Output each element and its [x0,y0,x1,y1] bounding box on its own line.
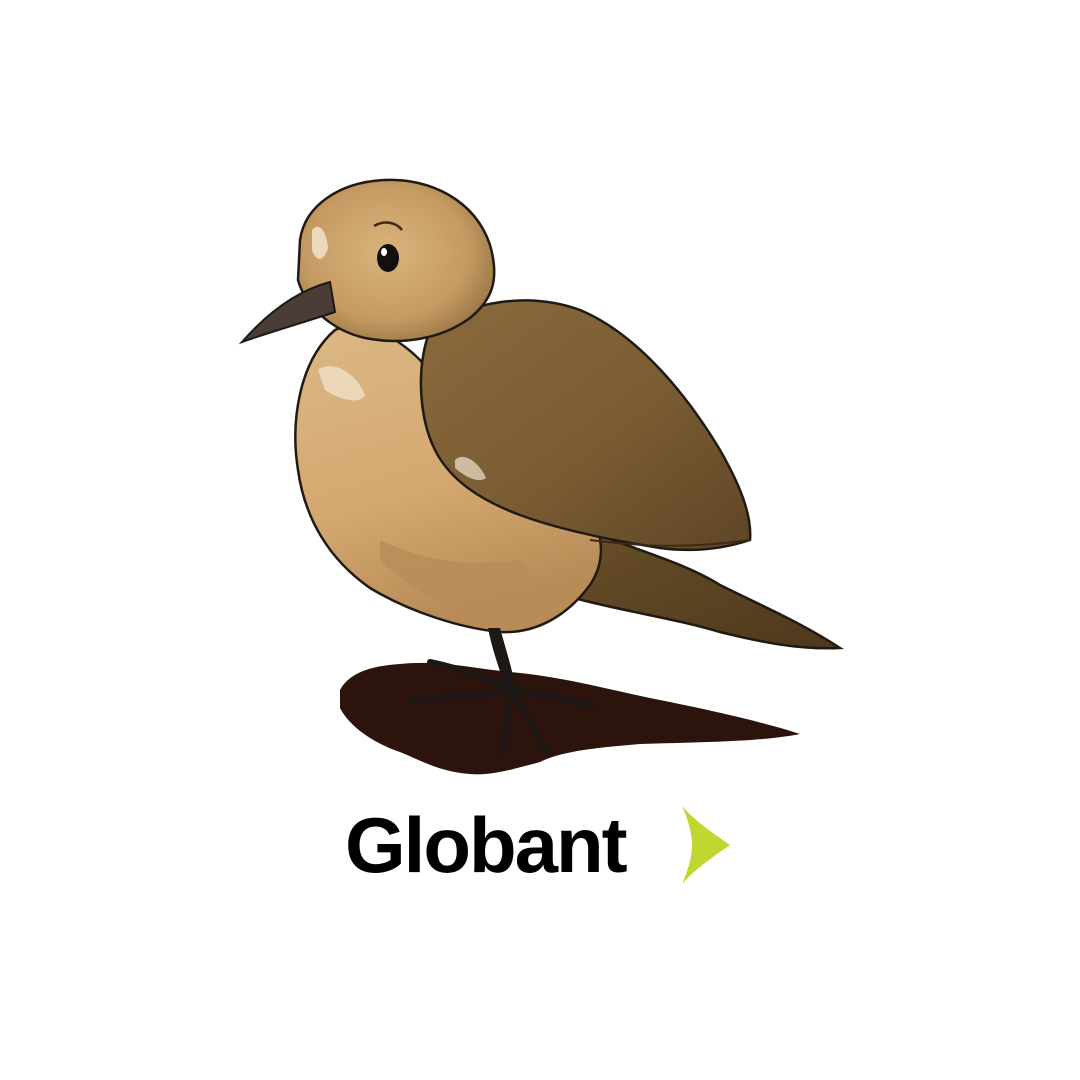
chevron-right-icon [682,806,730,884]
breast-highlight [318,366,365,401]
bird-tail [542,518,844,650]
wing-feather-edge [589,539,751,547]
belly-shading [380,540,529,611]
logo-wordmark: Globant [345,801,628,889]
bird-toes [407,659,595,755]
bird-illustration [238,178,844,775]
eyebrow-line [373,221,403,231]
wing-highlight [455,456,486,481]
bird-beak [238,280,337,345]
bird-leg [488,628,516,690]
eye-glint [381,248,387,256]
ground-shadow [340,662,800,775]
bird-wing [419,299,752,552]
globant-logo: Globant [345,800,745,890]
head-highlight [312,226,328,259]
bird-eye [377,244,399,272]
